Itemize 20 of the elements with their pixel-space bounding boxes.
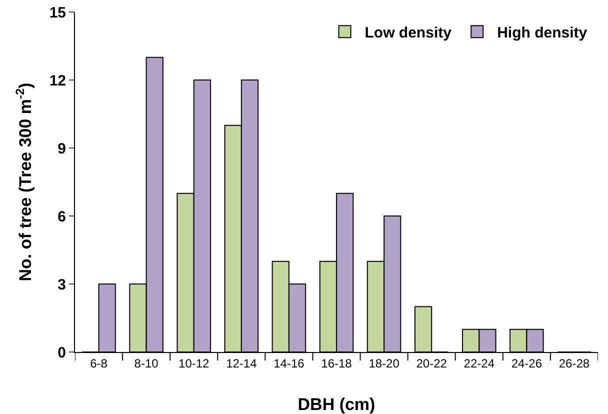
y-tick-label: 3 — [58, 276, 66, 294]
x-tick-label: 12-14 — [226, 356, 258, 370]
x-tick-label: 8-10 — [134, 356, 159, 370]
y-tick-label: 12 — [49, 72, 66, 90]
y-tick-label: 9 — [58, 140, 66, 158]
x-tick-label: 22-24 — [464, 356, 495, 370]
legend-label: Low density — [364, 24, 452, 42]
legend-label: High density — [497, 24, 588, 42]
x-tick-label: 26-28 — [558, 356, 590, 370]
x-tick-label: 20-22 — [416, 356, 448, 370]
x-tick-label: 14-16 — [274, 356, 305, 370]
y-tick-label: 6 — [58, 208, 66, 226]
y-tick-label: 15 — [49, 4, 66, 22]
x-tick-label: 10-12 — [178, 356, 210, 370]
x-tick-label: 18-20 — [368, 356, 400, 370]
x-tick-label: 6-8 — [90, 356, 108, 370]
y-tick-label: 0 — [58, 344, 66, 362]
x-axis-title: DBH (cm) — [298, 395, 376, 414]
x-tick-label: 24-26 — [511, 356, 542, 370]
x-tick-label: 16-18 — [321, 356, 352, 370]
